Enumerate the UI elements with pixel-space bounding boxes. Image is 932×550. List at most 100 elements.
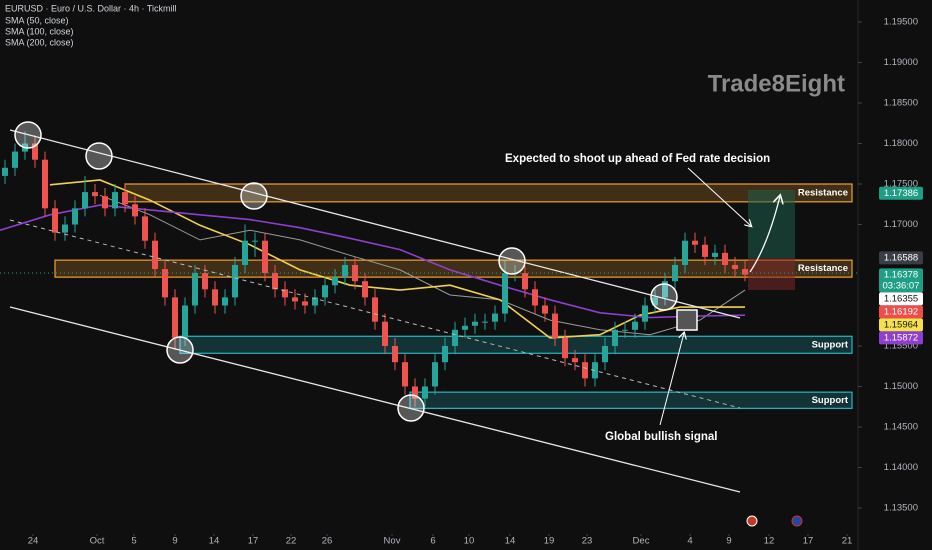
- candle-body: [602, 345, 608, 363]
- candle-body: [522, 273, 528, 290]
- candle-body: [622, 329, 628, 331]
- candle-body: [82, 192, 88, 209]
- price-label: 1.15872: [884, 332, 918, 343]
- candle-body: [372, 297, 378, 322]
- x-tick-label: 17: [248, 536, 259, 547]
- x-tick-label: 4: [687, 536, 692, 547]
- candle-body: [302, 301, 308, 306]
- y-tick-label: 1.15000: [884, 381, 918, 392]
- candle-body: [502, 273, 508, 314]
- candle-body: [102, 196, 108, 209]
- candle-body: [472, 321, 478, 326]
- candle-body: [452, 329, 458, 346]
- candle-body: [742, 269, 748, 275]
- candle-body: [712, 252, 718, 257]
- candle-body: [192, 273, 198, 306]
- candle-body: [12, 151, 18, 168]
- candle-body: [362, 281, 368, 298]
- x-tick-label: 21: [842, 536, 853, 547]
- candle-body: [482, 321, 488, 323]
- price-label-box: [879, 186, 923, 200]
- x-tick-label: 14: [505, 536, 516, 547]
- touch-circle: [240, 182, 268, 210]
- candle-body: [202, 273, 208, 290]
- event-flag: [791, 515, 803, 527]
- x-tick-label: 19: [544, 536, 555, 547]
- x-tick-label: 14: [209, 536, 220, 547]
- chart-title: EURUSD · Euro / U.S. Dollar · 4h · Tickm…: [5, 3, 177, 13]
- channel-mid: [9, 219, 741, 409]
- zone-label: Support: [812, 395, 849, 406]
- x-tick-label: 22: [286, 536, 297, 547]
- candle-body: [342, 265, 348, 278]
- y-tick-label: 1.14000: [884, 462, 918, 473]
- candle-body: [572, 358, 578, 363]
- candle-body: [62, 224, 68, 233]
- candle-body: [182, 305, 188, 338]
- candle-body: [722, 252, 728, 265]
- price-label: 1.16378: [884, 269, 918, 280]
- projection-arrow: [749, 196, 780, 273]
- legend-entry: SMA (200, close): [5, 37, 74, 47]
- y-tick-label: 1.17500: [884, 179, 918, 190]
- y-tick-label: 1.19000: [884, 57, 918, 68]
- candle-body: [442, 345, 448, 363]
- x-tick-label: 26: [322, 536, 333, 547]
- candle-body: [422, 386, 428, 399]
- candle-body: [732, 265, 738, 270]
- annotation: Global bullish signal: [605, 431, 717, 443]
- sma-line: [99, 194, 746, 336]
- price-label-box: [879, 292, 923, 306]
- x-tick-label: 23: [582, 536, 593, 547]
- candle-body: [272, 273, 278, 290]
- touch-circle: [397, 394, 425, 422]
- candle-body: [612, 329, 618, 346]
- candle-body: [392, 345, 398, 363]
- candle-body: [652, 297, 658, 306]
- candle-body: [152, 240, 158, 270]
- x-tick-label: Dec: [633, 536, 650, 547]
- candle-body: [222, 297, 228, 306]
- x-tick-label: Nov: [384, 536, 401, 547]
- touch-circle: [498, 247, 526, 275]
- candle-body: [212, 289, 218, 306]
- axes: 1.19500 1.19000 1.18500 1.18000 1.17500 1.170…: [28, 17, 918, 547]
- candle-body: [42, 159, 48, 209]
- candle-body: [322, 285, 328, 298]
- y-tick-label: 1.15500: [884, 341, 918, 352]
- candle-body: [382, 321, 388, 346]
- x-tick-label: 10: [464, 536, 475, 547]
- price-label-box: [879, 331, 923, 345]
- zone-label: Resistance: [798, 263, 848, 274]
- candle-body: [462, 325, 468, 330]
- y-tick-label: 1.14500: [884, 421, 918, 432]
- candle-body: [282, 289, 288, 298]
- touch-points: [14, 121, 678, 422]
- candle-body: [332, 277, 338, 286]
- y-tick-label: 1.19500: [884, 17, 918, 28]
- candle-body: [542, 305, 548, 314]
- legend-entry: SMA (100, close): [5, 26, 74, 36]
- candle-body: [132, 204, 138, 217]
- x-tick-label: 12: [764, 536, 775, 547]
- candle-body: [532, 289, 538, 306]
- price-timer: 03:36:07: [883, 280, 920, 291]
- candle-body: [292, 297, 298, 302]
- x-tick-label: 5: [131, 536, 136, 547]
- annotation-pointer: [659, 333, 684, 426]
- channel-lower: [9, 306, 741, 493]
- zone: [179, 335, 853, 354]
- candle-body: [692, 240, 698, 245]
- candle-body: [432, 362, 438, 387]
- price-label: 1.16355: [884, 293, 918, 304]
- candle-body: [702, 244, 708, 257]
- candle-body: [172, 297, 178, 338]
- candle-body: [252, 240, 258, 242]
- y-tick-label: 1.18500: [884, 98, 918, 109]
- sma-line: [49, 179, 745, 339]
- price-label-box: [879, 318, 923, 332]
- candle-body: [2, 167, 8, 176]
- candle-body: [122, 192, 128, 205]
